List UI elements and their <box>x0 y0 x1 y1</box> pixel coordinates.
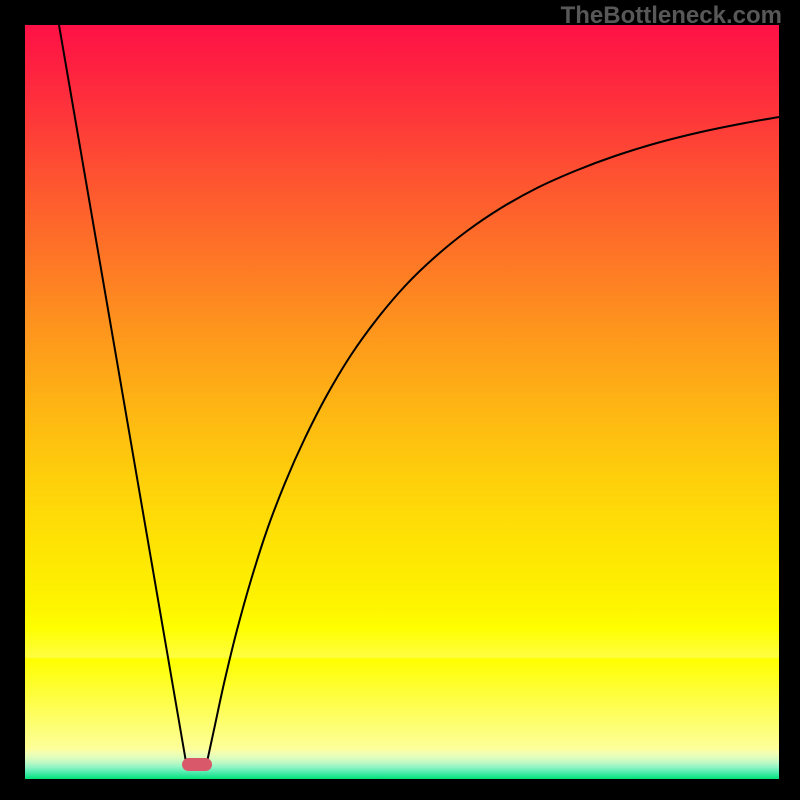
plot-area <box>25 25 779 779</box>
curve-right-segment <box>207 117 779 762</box>
curve-layer <box>25 25 779 779</box>
chart-container: TheBottleneck.com <box>0 0 800 800</box>
valley-marker <box>182 758 212 771</box>
watermark-label: TheBottleneck.com <box>561 2 782 30</box>
curve-left-segment <box>59 25 186 762</box>
